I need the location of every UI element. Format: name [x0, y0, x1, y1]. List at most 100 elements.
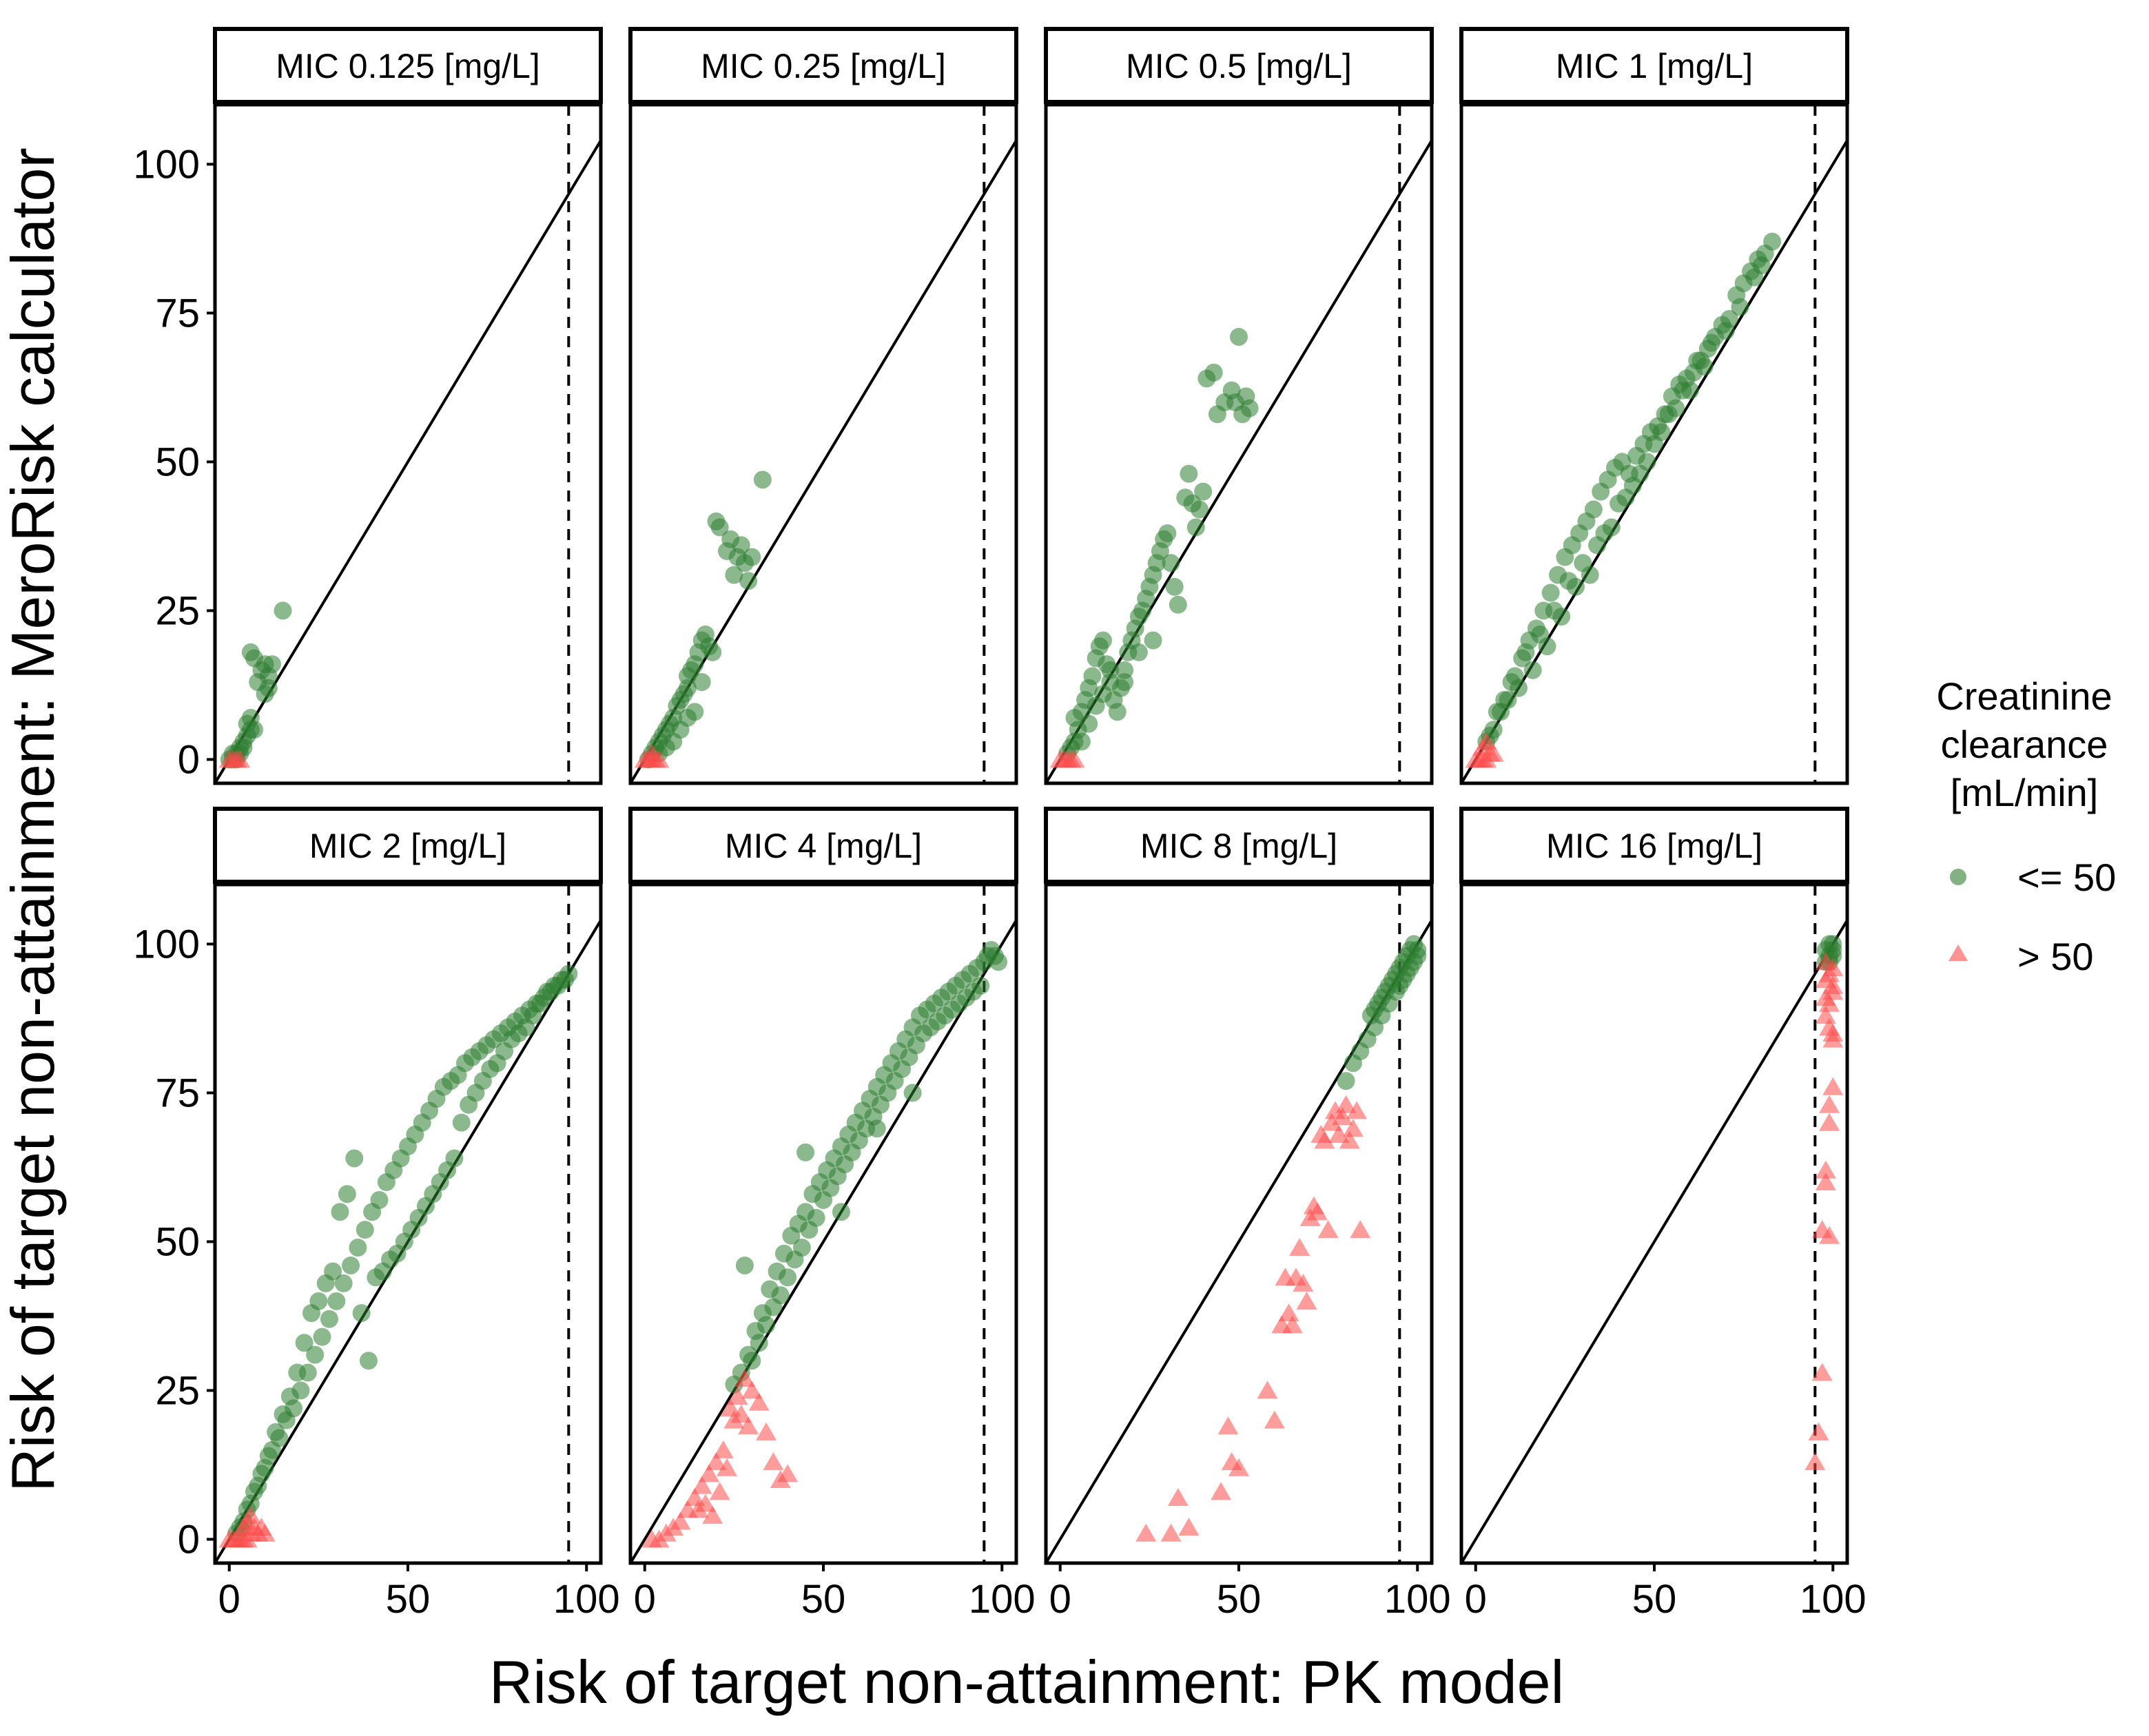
data-point-gt50 [1228, 1458, 1249, 1476]
data-point-le50 [267, 1423, 285, 1441]
data-point-le50 [259, 679, 278, 697]
facet-title: MIC 2 [mg/L] [309, 827, 506, 865]
data-point-gt50 [1819, 1113, 1840, 1131]
data-point-gt50 [1178, 1518, 1200, 1536]
data-point-le50 [313, 1327, 331, 1346]
data-point-le50 [1162, 554, 1180, 572]
facet-panel: MIC 1 [mg/L] [1459, 27, 1849, 785]
data-point-le50 [1101, 661, 1120, 679]
data-point-gt50 [1293, 1273, 1314, 1292]
data-point-le50 [800, 1221, 819, 1239]
x-tick-label: 100 [969, 1577, 1036, 1622]
data-point-le50 [1680, 381, 1699, 400]
data-point-gt50 [727, 1387, 748, 1405]
data-point-le50 [274, 1405, 292, 1423]
x-tick-label: 100 [1384, 1577, 1451, 1622]
data-point-le50 [327, 1292, 346, 1310]
facet-panel: MIC 0.5 [mg/L] [1044, 27, 1434, 785]
data-point-le50 [1108, 703, 1127, 721]
data-point-le50 [1186, 518, 1205, 537]
data-point-le50 [356, 1221, 374, 1239]
data-point-le50 [867, 1119, 886, 1138]
data-point-le50 [1144, 631, 1162, 650]
data-point-le50 [832, 1203, 850, 1221]
data-point-gt50 [1350, 1220, 1371, 1239]
data-point-gt50 [748, 1392, 770, 1411]
data-point-le50 [1072, 732, 1091, 751]
data-point-le50 [288, 1363, 307, 1382]
data-point-gt50 [1314, 1130, 1335, 1149]
panel-plot-area [1461, 885, 1847, 1563]
y-tick-label: 25 [155, 588, 200, 633]
facet-panel: MIC 8 [mg/L] 0 50 100 [1044, 807, 1451, 1622]
data-point-gt50 [1167, 1487, 1189, 1506]
panel-frame [1459, 882, 1849, 1565]
data-point-gt50 [1819, 1095, 1840, 1113]
data-point-le50 [1361, 1006, 1380, 1025]
data-point-le50 [252, 1465, 271, 1483]
data-point-le50 [320, 1310, 338, 1328]
data-point-le50 [1623, 476, 1642, 495]
data-point-gt50 [229, 750, 251, 768]
data-point-le50 [1584, 500, 1603, 519]
x-tick-label: 50 [1217, 1577, 1262, 1622]
data-point-le50 [259, 1447, 278, 1465]
facet-title: MIC 0.25 [mg/L] [701, 47, 946, 85]
data-point-le50 [1652, 423, 1671, 442]
data-point-le50 [316, 1274, 335, 1292]
facet-strip [628, 27, 1018, 104]
identity-line [1461, 917, 1847, 1563]
y-tick-label: 0 [178, 1517, 200, 1562]
data-point-le50 [1337, 1072, 1355, 1091]
data-point-le50 [1523, 661, 1542, 679]
facet-strip [628, 807, 1018, 884]
data-point-le50 [1752, 256, 1771, 275]
data-point-le50 [1083, 667, 1102, 685]
facet-title: MIC 4 [mg/L] [725, 827, 922, 865]
data-point-gt50 [1815, 1006, 1836, 1024]
panel-plot-area [1046, 105, 1432, 783]
facet-strip [1459, 27, 1849, 104]
data-point-le50 [1165, 577, 1184, 596]
panel-plot-area [1046, 885, 1432, 1563]
legend: Creatinine clearance [mL/min] <= 50 > 50 [1936, 674, 2116, 978]
data-point-gt50 [1278, 1303, 1299, 1322]
data-point-le50 [743, 1352, 761, 1370]
legend-triangle-marker [1949, 944, 1968, 961]
facet-strip [1459, 807, 1849, 884]
data-point-le50 [345, 1149, 364, 1168]
data-point-gt50 [712, 1440, 734, 1458]
data-point-le50 [1194, 482, 1213, 501]
data-point-gt50 [254, 1523, 276, 1542]
panel-frame [213, 103, 603, 785]
data-point-le50 [739, 572, 758, 590]
data-point-gt50 [741, 1381, 763, 1399]
data-point-le50 [1581, 566, 1599, 584]
data-point-gt50 [1064, 750, 1085, 768]
x-tick-label: 50 [801, 1577, 846, 1622]
legend-title-line-2: clearance [1941, 723, 2108, 766]
data-point-gt50 [1815, 988, 1836, 1006]
data-point-le50 [692, 673, 711, 692]
data-point-gt50 [720, 1398, 741, 1417]
x-axis-title: Risk of target non-attainment: PK model [489, 1648, 1564, 1716]
data-point-gt50 [1819, 1226, 1840, 1244]
data-point-gt50 [1307, 1202, 1328, 1221]
data-point-gt50 [695, 1494, 716, 1512]
legend-title-line-1: Creatinine [1936, 674, 2112, 718]
data-point-gt50 [709, 1482, 730, 1500]
panel-plot-area [215, 885, 601, 1563]
y-tick-label: 50 [155, 440, 200, 484]
data-point-gt50 [1135, 1523, 1157, 1542]
data-point-gt50 [1211, 1482, 1232, 1500]
data-point-le50 [1538, 637, 1556, 656]
data-point-le50 [779, 1268, 797, 1287]
data-point-le50 [295, 1334, 313, 1352]
data-point-gt50 [240, 1505, 261, 1524]
panel-frame [628, 103, 1018, 785]
y-axis-title: Risk of target non-attainment: MeroRisk … [0, 147, 67, 1491]
data-point-le50 [1158, 524, 1177, 543]
y-tick-label: 0 [178, 737, 200, 782]
data-point-le50 [1552, 608, 1571, 626]
data-point-gt50 [1808, 1422, 1829, 1440]
